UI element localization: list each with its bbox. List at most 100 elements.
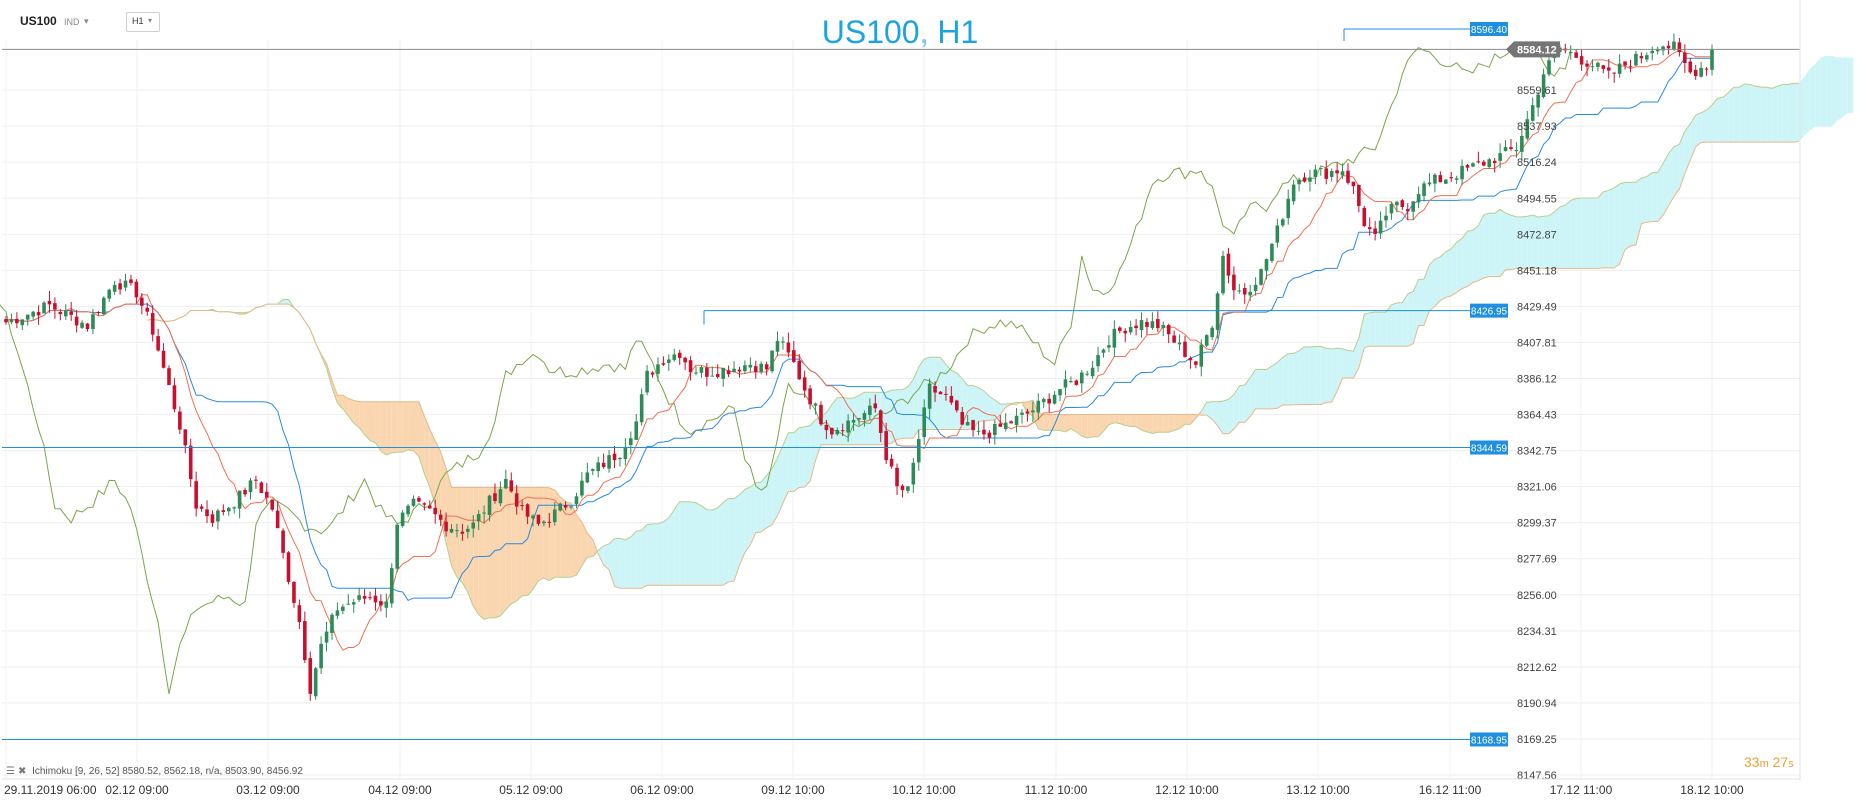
candle xyxy=(1145,318,1149,335)
candle-body xyxy=(1367,227,1372,230)
x-tick-label: 03.12 09:00 xyxy=(236,783,300,797)
candle-body xyxy=(1117,327,1122,331)
candle-body xyxy=(1443,179,1448,184)
close-icon[interactable]: ✖ xyxy=(17,766,27,777)
symbol-selector[interactable]: US100 xyxy=(20,14,57,28)
candle xyxy=(1079,370,1084,393)
x-tick-label: 16.12 11:00 xyxy=(1419,783,1482,797)
candle-body xyxy=(1128,326,1133,333)
y-tick-label: 8169.25 xyxy=(1517,734,1557,746)
candle-body xyxy=(683,357,687,363)
candle-body xyxy=(1063,379,1068,388)
candle xyxy=(656,357,660,382)
cloud-segment xyxy=(1424,264,1430,326)
candle xyxy=(1530,97,1535,122)
cloud-segment xyxy=(1549,211,1555,269)
cloud-segment xyxy=(353,400,360,428)
candle xyxy=(933,381,937,402)
timeframe-dropdown[interactable]: H1 ▾ xyxy=(126,12,160,32)
candle-body xyxy=(1199,344,1204,367)
candle-body xyxy=(150,313,155,335)
chevron-down-icon[interactable]: ▾ xyxy=(84,16,89,26)
candle-body xyxy=(1085,373,1089,375)
candle xyxy=(596,456,601,478)
candle-body xyxy=(63,310,68,317)
cloud-segment xyxy=(761,475,767,532)
settings-icon[interactable]: ☰ xyxy=(6,766,15,777)
cloud-segment xyxy=(1098,414,1104,437)
cloud-segment xyxy=(587,533,593,558)
candle-body xyxy=(1324,168,1329,179)
candle xyxy=(1302,172,1307,183)
candle xyxy=(569,506,573,510)
cloud-segment xyxy=(1641,176,1647,224)
cloud-segment xyxy=(864,392,870,445)
cloud-segment xyxy=(408,401,414,451)
cloud-segment xyxy=(581,522,588,566)
candle xyxy=(580,471,584,498)
candle-body xyxy=(259,482,264,494)
candle-body xyxy=(1710,49,1714,70)
candle-body xyxy=(1405,209,1410,212)
candle xyxy=(1498,143,1502,169)
candle xyxy=(194,471,198,517)
candle-body xyxy=(574,496,579,505)
candle xyxy=(400,510,405,528)
candle-body xyxy=(878,410,883,433)
candle-body xyxy=(498,489,503,504)
cloud-segment xyxy=(1679,131,1685,190)
candle-body xyxy=(531,515,535,519)
candle xyxy=(900,484,905,498)
candle-body xyxy=(667,359,671,363)
candle-body xyxy=(1275,225,1280,243)
cloud-segment xyxy=(1347,350,1354,379)
candle xyxy=(1525,110,1530,141)
candle-body xyxy=(1041,399,1046,403)
candle-body xyxy=(786,342,791,353)
candle xyxy=(1259,268,1263,286)
y-tick-label: 8537.93 xyxy=(1517,121,1557,133)
candle-body xyxy=(1101,349,1106,353)
cloud-segment xyxy=(1141,414,1147,432)
candle xyxy=(1465,163,1470,172)
candle-body xyxy=(178,411,182,430)
cloud-segment xyxy=(1847,57,1854,113)
candle xyxy=(1541,68,1546,99)
candle xyxy=(1373,221,1377,241)
candle-body xyxy=(965,422,970,426)
cloud-segment xyxy=(701,505,707,586)
candle-body xyxy=(1161,325,1166,328)
level-label-box xyxy=(1470,21,1508,36)
cloud-segment xyxy=(505,487,512,610)
cloud-segment xyxy=(391,401,398,453)
candle-body xyxy=(998,423,1003,427)
cloud-segment xyxy=(1760,87,1767,143)
candle xyxy=(270,499,275,512)
candle-body xyxy=(1090,367,1095,377)
candle-body xyxy=(618,457,622,460)
y-tick-label: 8190.94 xyxy=(1517,698,1557,710)
cloud-segment xyxy=(1277,357,1283,409)
cloud-segment xyxy=(837,397,843,445)
candle-body xyxy=(1683,52,1687,64)
cloud-segment xyxy=(359,401,365,435)
cloud-segment xyxy=(1184,414,1191,425)
cloud-segment xyxy=(598,545,604,566)
candle xyxy=(1009,420,1013,424)
candle xyxy=(954,399,959,413)
candle-body xyxy=(101,297,106,315)
candle-body xyxy=(47,300,52,305)
candle xyxy=(63,304,68,321)
candle xyxy=(1563,43,1568,54)
candle xyxy=(1128,320,1133,335)
candle xyxy=(384,593,389,618)
candle xyxy=(514,484,519,515)
candle-body xyxy=(895,467,899,487)
candle-body xyxy=(764,364,769,370)
candle xyxy=(699,365,704,378)
candle xyxy=(313,666,318,700)
cloud-segment xyxy=(1722,92,1729,143)
candle-body xyxy=(868,405,872,415)
candle xyxy=(36,305,41,325)
